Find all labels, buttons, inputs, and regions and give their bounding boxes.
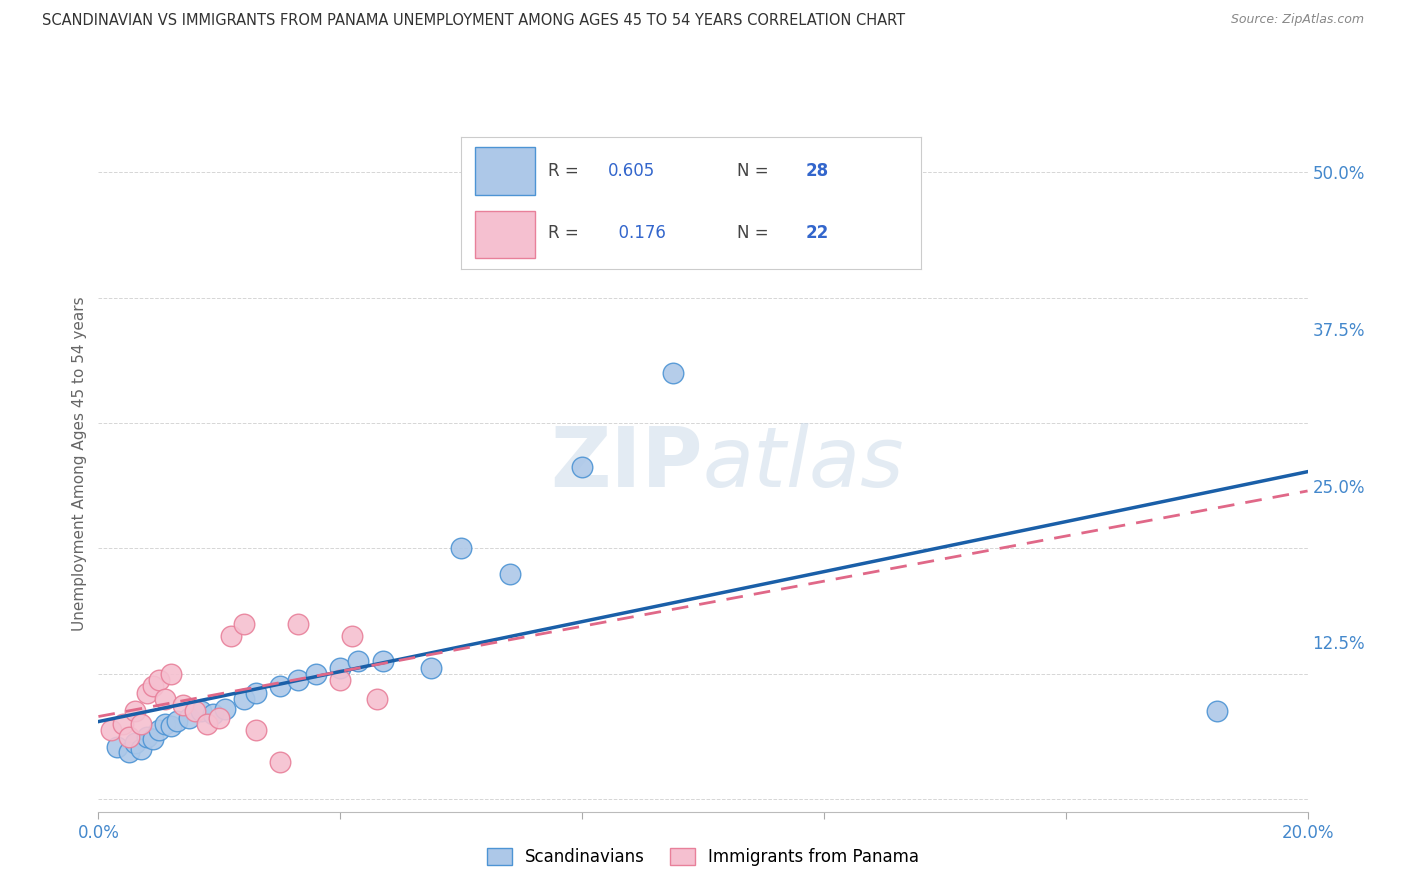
Point (269, 679, 291, 693)
Point (232, 692, 254, 706)
Text: SCANDINAVIAN VS IMMIGRANTS FROM PANAMA UNEMPLOYMENT AMONG AGES 45 TO 54 YEARS CO: SCANDINAVIAN VS IMMIGRANTS FROM PANAMA U… (42, 13, 905, 29)
Point (1206, 705, 1229, 719)
Point (195, 717, 218, 731)
Point (129, 717, 152, 731)
Point (160, 666, 183, 681)
Legend: Scandinavians, Immigrants from Panama: Scandinavians, Immigrants from Panama (479, 841, 927, 873)
Point (184, 705, 207, 719)
Bar (475, 211, 534, 259)
Text: atlas: atlas (703, 424, 904, 504)
Point (214, 702, 236, 716)
Text: 22: 22 (806, 224, 830, 243)
Point (124, 736, 146, 750)
Point (135, 730, 157, 744)
Point (450, 541, 472, 556)
Text: R =: R = (548, 224, 585, 243)
Point (111, 717, 134, 731)
Point (287, 616, 309, 631)
Point (420, 660, 443, 674)
Point (245, 723, 267, 738)
Point (166, 714, 188, 729)
Text: N =: N = (737, 162, 773, 180)
Point (269, 755, 291, 769)
Text: ZIP: ZIP (551, 424, 703, 504)
Point (148, 673, 170, 687)
Point (571, 460, 593, 475)
Point (135, 685, 157, 699)
Point (105, 739, 128, 754)
Point (160, 719, 183, 733)
Point (142, 731, 165, 746)
Point (232, 616, 254, 631)
Y-axis label: Unemployment Among Ages 45 to 54 years: Unemployment Among Ages 45 to 54 years (72, 296, 87, 632)
Point (202, 706, 225, 721)
Text: N =: N = (737, 224, 773, 243)
Point (287, 673, 309, 687)
Text: 0.605: 0.605 (609, 162, 655, 180)
Point (153, 692, 176, 706)
Point (498, 566, 520, 581)
Point (118, 745, 141, 759)
Point (342, 629, 364, 643)
Point (100, 723, 122, 738)
Text: 28: 28 (806, 162, 830, 180)
Point (347, 654, 370, 668)
Point (124, 705, 146, 719)
Point (153, 717, 176, 731)
Point (329, 673, 352, 687)
Point (179, 711, 201, 725)
Point (129, 742, 152, 756)
Point (172, 698, 194, 713)
Point (371, 654, 394, 668)
Point (221, 629, 243, 643)
Bar (475, 147, 534, 195)
Text: 0.176: 0.176 (609, 224, 666, 243)
Point (118, 730, 141, 744)
Point (305, 666, 328, 681)
Point (662, 366, 685, 380)
Point (148, 723, 170, 738)
Text: R =: R = (548, 162, 585, 180)
Point (142, 679, 165, 693)
Point (208, 711, 231, 725)
Text: Source: ZipAtlas.com: Source: ZipAtlas.com (1230, 13, 1364, 27)
Point (329, 660, 352, 674)
Point (245, 685, 267, 699)
Point (190, 705, 212, 719)
Point (366, 692, 388, 706)
